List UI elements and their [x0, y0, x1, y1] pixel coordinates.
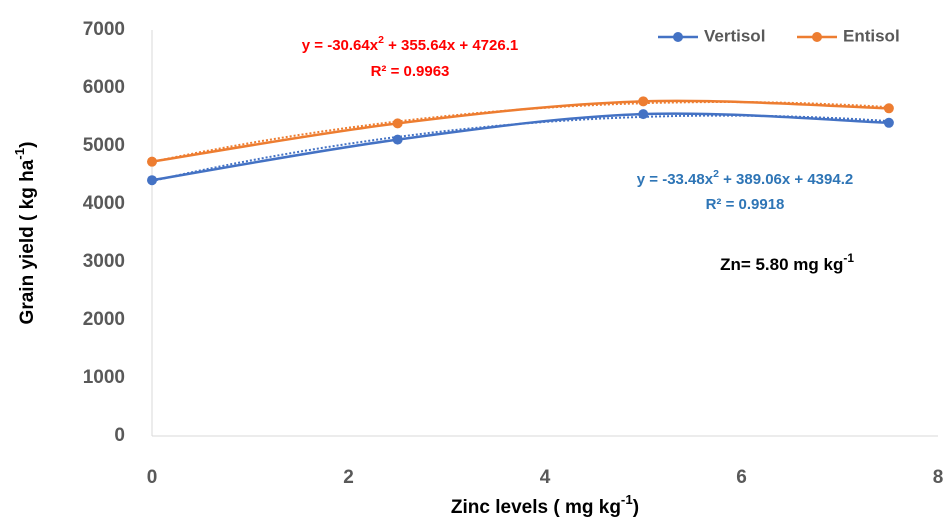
annotation-part: 2: [378, 34, 384, 46]
y-tick-label: 5000: [83, 135, 125, 156]
y-tick-label: 2000: [83, 309, 125, 330]
x-tick-label: 0: [147, 467, 158, 488]
point: [638, 96, 649, 107]
legend-marker: [812, 32, 822, 42]
point: [147, 175, 157, 186]
point: [392, 134, 403, 145]
annotation: Zn= 5.80 mg kg-1: [720, 251, 854, 274]
point: [147, 156, 157, 167]
x-tick-label: 8: [933, 467, 944, 488]
y-tick-label: 3000: [83, 251, 125, 272]
y-tick-label: 7000: [83, 19, 125, 40]
point: [883, 103, 894, 114]
y-axis-title-part: -1: [12, 147, 27, 159]
annotation-part: + 389.06x + 4394.2: [719, 171, 853, 188]
x-tick-label: 4: [540, 467, 551, 488]
x-tick-label: 6: [736, 467, 747, 488]
y-tick-label: 0: [114, 425, 125, 446]
x-axis-title-part: Zinc levels ( mg kg: [451, 497, 621, 518]
x-axis-title-part: -1: [621, 492, 633, 507]
annotation: y = -30.64x2 + 355.64x + 4726.1: [302, 34, 518, 54]
annotation-r2: R² = 0.9963: [371, 63, 450, 80]
x-tick-label: 2: [343, 467, 354, 488]
series-line: [151, 99, 889, 163]
point: [883, 117, 894, 128]
annotation: y = -33.48x2 + 389.06x + 4394.2: [637, 168, 853, 188]
annotation-part: y = -30.64x: [302, 37, 379, 54]
annotation-r2: R² = 0.9918: [706, 196, 785, 213]
y-tick-label: 4000: [83, 193, 125, 214]
annotation-part: + 355.64x + 4726.1: [384, 37, 518, 54]
y-tick-label: 1000: [83, 367, 125, 388]
annotation-part: 2: [713, 168, 719, 180]
annotation-part: y = -33.48x: [637, 171, 714, 188]
annotation-part: -1: [843, 251, 854, 265]
y-axis-title: Grain yield ( kg ha-1): [12, 142, 38, 325]
legend-marker: [673, 32, 683, 42]
legend-label: Vertisol: [704, 26, 765, 45]
x-axis-title: Zinc levels ( mg kg-1): [451, 492, 639, 518]
y-axis-title-part: ): [17, 142, 38, 148]
x-axis-title-part: ): [633, 497, 639, 518]
legend-label: Entisol: [843, 26, 900, 45]
y-axis-title-part: Grain yield ( kg ha: [17, 159, 38, 324]
point: [392, 118, 403, 129]
annotation-part: Zn= 5.80 mg kg: [720, 255, 843, 274]
series-line: [151, 112, 889, 182]
point: [638, 109, 649, 120]
y-tick-label: 6000: [83, 77, 125, 98]
trendline: [151, 101, 889, 163]
